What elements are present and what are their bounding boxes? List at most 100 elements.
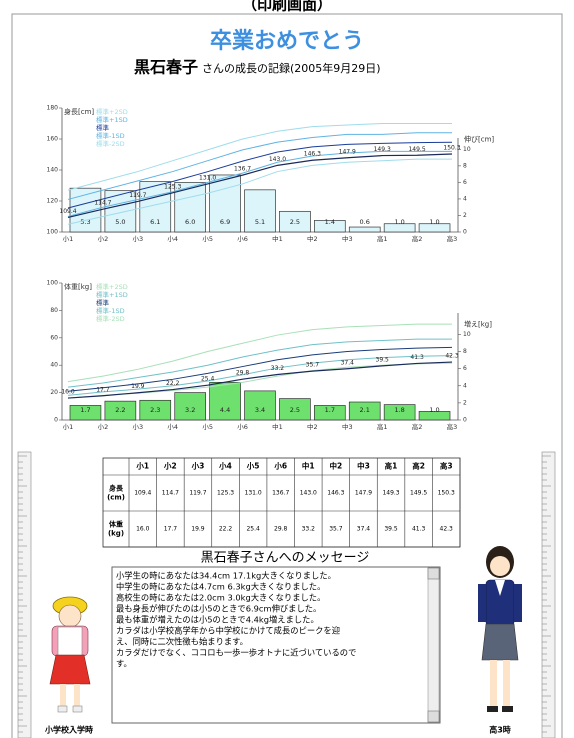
y2-tick-label: 0 [463,417,467,424]
bar [210,382,241,420]
point-label: 29.8 [236,370,250,377]
y-tick-label: 120 [47,198,59,205]
bar-label: 2.1 [360,406,370,414]
y2-tick-label: 2 [463,399,467,406]
print-page: （印刷画面） 卒業おめでとう 黒石春子 さんの成長の記録(2005年9月29日)… [0,0,574,738]
y2-tick-label: 6 [463,179,467,186]
y-tick-label: 160 [47,136,59,143]
table-header: 高3 [440,461,453,471]
y2-tick-label: 8 [463,348,467,355]
bar-label: 1.0 [429,218,439,226]
message-line: カラダだけでなく、ココロも一歩一歩オトナに近づいているので [116,648,356,658]
bar-label: 1.0 [394,218,404,226]
bar-label: 6.1 [150,218,160,226]
table-cell: 143.0 [300,490,317,497]
message-line: 最も身長が伸びたのは小5のときで6.9cm伸びました。 [116,604,321,614]
point-label: 131.0 [199,174,216,181]
table-cell: 29.8 [274,526,288,533]
table-cell: 119.7 [189,490,206,497]
table-cell: 147.9 [355,490,372,497]
legend-entry: 標準+2SD [96,107,128,116]
x-tick-label: 高1 [377,422,388,431]
table-cell: 149.5 [410,490,427,497]
point-label: 147.9 [339,148,356,155]
bar-label: 2.2 [115,406,125,414]
y-tick-label: 20 [50,389,58,396]
table-row-label: (kg) [108,530,124,538]
point-label: 35.7 [306,362,320,369]
table-header: 小4 [219,461,232,471]
point-label: 17.7 [96,386,110,393]
bar-label: 6.9 [220,218,230,226]
y-axis-label: 体重[kg] [64,282,92,291]
x-tick-label: 高3 [447,234,458,243]
bar-label: 0.6 [360,218,370,226]
point-label: 150.3 [443,145,460,152]
table-cell: 22.2 [219,526,233,533]
table-header: 小2 [164,461,177,471]
ruler [18,452,31,738]
table-row-label: 体重 [109,520,123,529]
y2-tick-label: 4 [463,195,467,202]
point-label: 41.3 [410,354,424,361]
y2-tick-label: 0 [463,229,467,236]
x-tick-label: 小3 [132,234,143,243]
table-cell: 16.0 [136,526,150,533]
table-cell: 114.7 [162,490,179,497]
y2-tick-label: 4 [463,382,467,389]
table-cell: 19.9 [191,526,205,533]
scroll-down[interactable] [428,711,439,722]
point-label: 125.3 [164,183,181,190]
bar-label: 3.2 [185,406,195,414]
table-cell: 35.7 [329,526,343,533]
point-label: 149.5 [408,146,425,153]
message-line: え、同時に二次性徴も始まります。 [116,637,248,647]
y2-tick-label: 10 [463,331,471,338]
table-header: 小6 [274,461,287,471]
x-tick-label: 中3 [342,422,353,431]
x-tick-label: 小5 [202,234,213,243]
bar-label: 6.0 [185,218,195,226]
y-tick-label: 60 [50,334,58,341]
table-header: 小5 [247,461,260,471]
point-label: 19.9 [131,383,145,390]
x-tick-label: 小4 [167,234,178,243]
y2-tick-label: 6 [463,365,467,372]
message-line: カラダは小学校高学年から中学校にかけて成長のピークを迎 [116,626,340,636]
point-label: 37.4 [341,359,355,366]
scroll-up[interactable] [428,568,439,579]
person-name: 黒石春子 [134,58,198,77]
point-label: 109.4 [59,208,76,215]
message-line: 中学生の時にあなたは4.7cm 6.3kg大きくなりました。 [116,582,325,592]
bar-label: 3.4 [255,406,265,414]
table-cell: 150.3 [438,490,455,497]
table-header: 中2 [330,461,343,471]
table-cell: 39.5 [384,526,398,533]
bar-label: 4.4 [220,406,230,414]
table-cell: 33.2 [302,526,316,533]
legend-entry: 標準 [96,123,110,132]
message-line: 高校生の時にあなたは2.0cm 3.0kg大きくなりました。 [116,593,325,603]
message-title: 黒石春子さんへのメッセージ [201,551,370,566]
table-cell: 136.7 [272,490,289,497]
x-tick-label: 中1 [272,422,283,431]
table-cell: 41.3 [412,526,426,533]
point-label: 114.7 [94,200,111,207]
bar-label: 1.4 [325,218,335,226]
x-tick-label: 高3 [447,422,458,431]
point-label: 136.7 [234,166,251,173]
legend-entry: 標準 [96,298,110,307]
table-cell: 25.4 [246,526,260,533]
subtitle: さんの成長の記録(2005年9月29日) [202,61,381,75]
x-tick-label: 小1 [63,234,74,243]
scrollbar[interactable] [428,568,439,722]
x-tick-label: 小5 [202,422,213,431]
point-label: 16.0 [61,389,75,396]
point-label: 42.3 [445,353,459,360]
bar [349,227,380,232]
table-cell: 146.3 [327,490,344,497]
message-line: 小学生の時にあなたは34.4cm 17.1kg大きくなりました。 [116,571,336,581]
y-tick-label: 180 [47,105,59,112]
table-header: 高2 [412,461,425,471]
table-row-label: 身長 [109,484,124,493]
